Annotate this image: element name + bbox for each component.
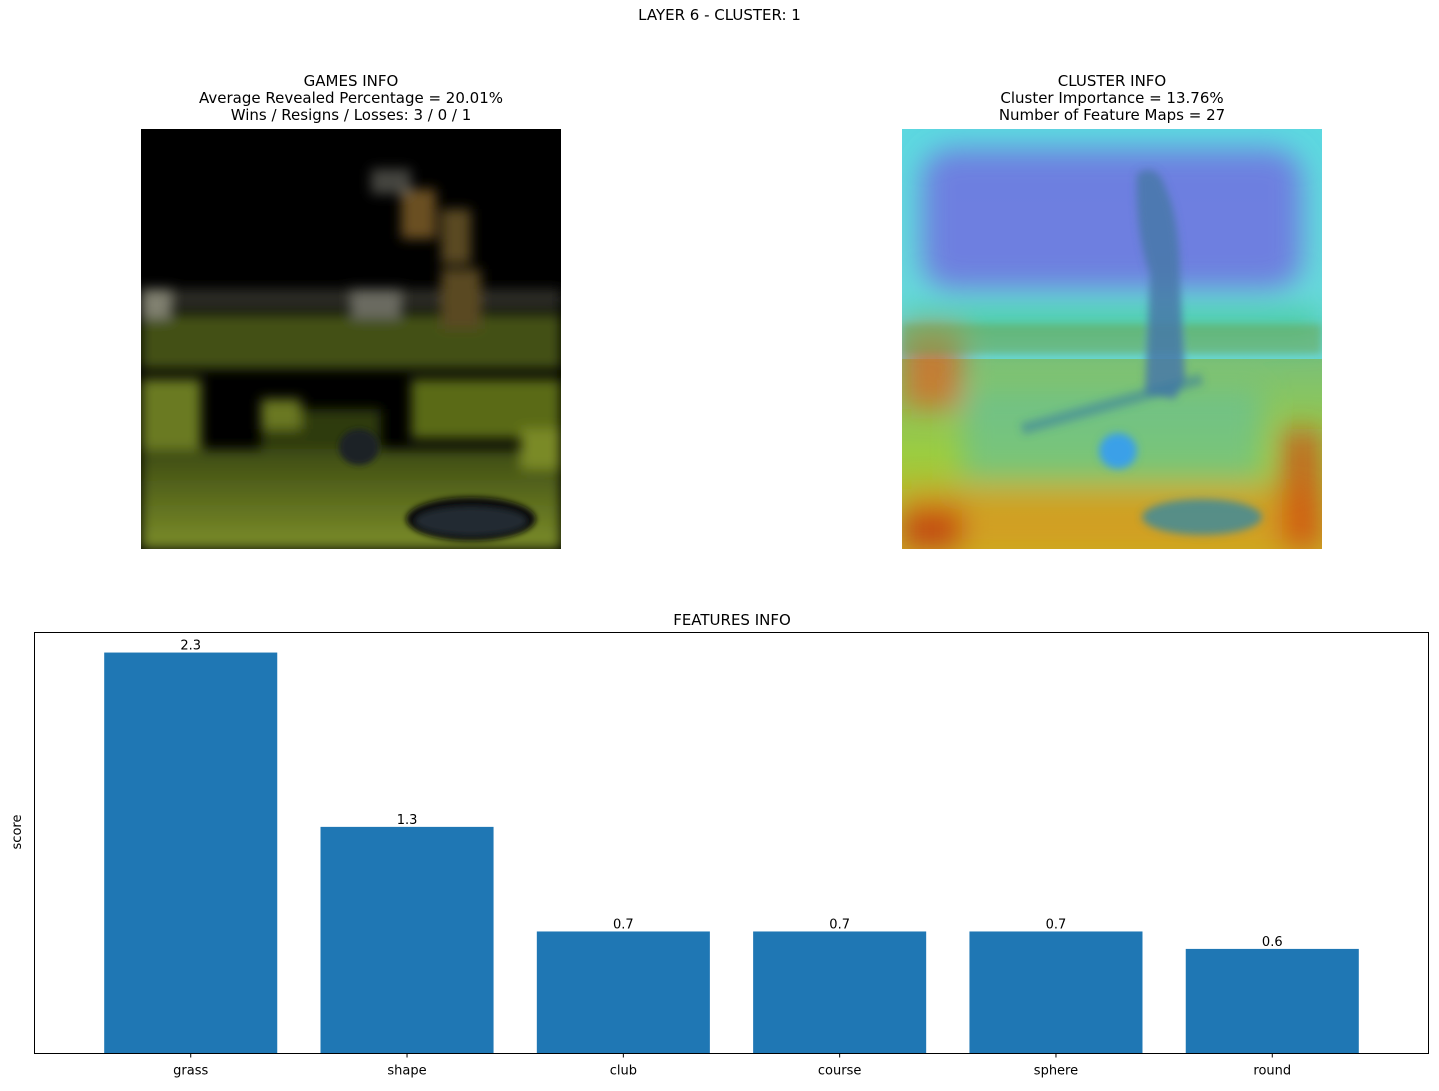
- wins-resigns-losses-text: Wins / Resigns / Losses: 3 / 0 / 1: [230, 106, 472, 124]
- cluster-importance-text: Cluster Importance = 13.76%: [1000, 89, 1224, 107]
- bar-club: [536, 931, 710, 1054]
- x-tick-label-shape: shape: [387, 1064, 426, 1079]
- value-labels-group: 2.3 1.3 0.7 0.7 0.7 0.6: [180, 639, 1282, 950]
- x-tick-label-grass: grass: [173, 1064, 208, 1079]
- chart-title: FEATURES INFO: [673, 611, 791, 629]
- bar-round: [1185, 948, 1359, 1054]
- value-label-course: 0.7: [829, 917, 850, 932]
- x-tick-label-course: course: [818, 1064, 861, 1079]
- x-ticks-group: grass shape club course sphere round: [173, 1053, 1291, 1079]
- bars-group: [104, 652, 1359, 1054]
- x-tick-label-sphere: sphere: [1034, 1064, 1078, 1079]
- x-tick-label-club: club: [610, 1064, 637, 1079]
- x-tick-label-round: round: [1253, 1064, 1291, 1079]
- axes-frame: [34, 632, 1429, 1054]
- games-info-heading: GAMES INFO: [303, 72, 399, 90]
- bar-sphere: [969, 931, 1143, 1054]
- value-label-round: 0.6: [1262, 935, 1283, 950]
- suptitle: LAYER 6 - CLUSTER: 1: [638, 6, 801, 24]
- chart-svg: FEATURES INFO score 2.3 1.3 0.7 0.7 0.7 0.6 g…: [10, 611, 1429, 1079]
- games-info-title: GAMES INFO Average Revealed Percentage =…: [141, 73, 561, 124]
- features-bar-chart: FEATURES INFO score 2.3 1.3 0.7 0.7 0.7 0.6 g…: [0, 600, 1439, 1087]
- cluster-info-title: CLUSTER INFO Cluster Importance = 13.76%…: [902, 73, 1322, 124]
- y-axis-label: score: [10, 815, 25, 850]
- value-label-shape: 1.3: [397, 813, 418, 828]
- bar-course: [753, 931, 927, 1054]
- feature-maps-text: Number of Feature Maps = 27: [998, 106, 1226, 124]
- value-label-sphere: 0.7: [1046, 917, 1067, 932]
- value-label-grass: 2.3: [180, 639, 201, 654]
- value-label-club: 0.7: [613, 917, 634, 932]
- bar-shape: [320, 826, 494, 1054]
- cluster-info-heading: CLUSTER INFO: [1057, 72, 1167, 90]
- revealed-percentage-text: Average Revealed Percentage = 20.01%: [198, 89, 503, 107]
- masked-golf-image: [141, 129, 561, 549]
- bar-grass: [104, 652, 278, 1054]
- cluster-heatmap-image: [902, 129, 1322, 549]
